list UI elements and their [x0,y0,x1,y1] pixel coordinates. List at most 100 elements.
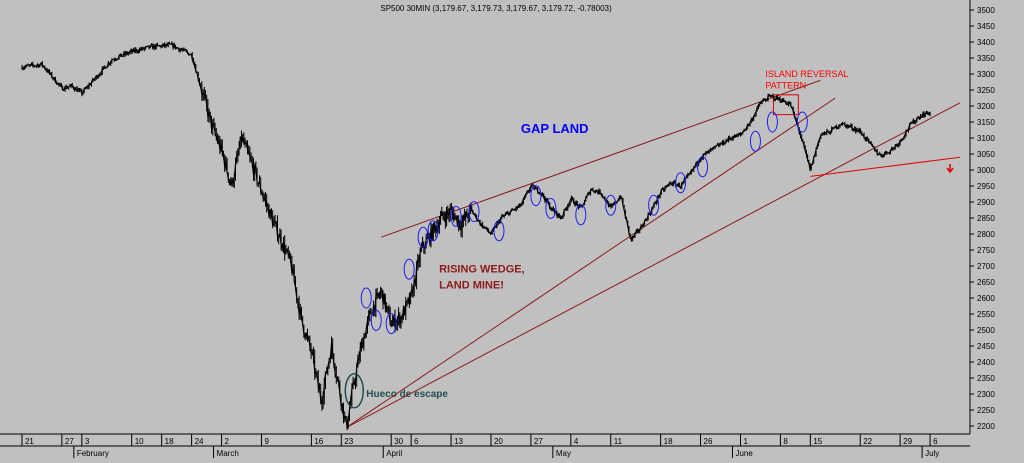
island-reversal-box [772,94,799,116]
y-tick-label: 3000 [977,166,995,175]
month-label: July [925,449,939,458]
y-tick-label: 2700 [977,262,995,271]
x-tick-label: 30 [394,437,403,446]
support-line [810,156,961,177]
month-label: March [217,449,239,458]
chart-annotation: LAND MINE! [439,279,504,291]
y-tick-label: 3350 [977,54,995,63]
x-tick-label: 29 [903,437,912,446]
x-tick-label: 10 [135,437,144,446]
chart-annotation: ISLAND REVERSAL [765,69,848,79]
x-tick-label: 18 [165,437,174,446]
x-tick-label: 6 [414,437,419,446]
y-tick-label: 2300 [977,390,995,399]
y-tick-label: 3300 [977,70,995,79]
gap-marker [766,111,778,133]
gap-marker [675,172,687,194]
x-tick-label: 15 [813,437,822,446]
x-axis: 21 27 3 10 18 24 2 9 16 23 30 6 13 20 27 4 11 18 26 1 8 15 22 2… [21,434,939,458]
y-axis: 2200 2250 2300 2350 2400 2450 2500 2550 2600 2650… [970,6,995,431]
gap-marker [530,185,542,207]
x-tick-label: 16 [314,437,323,446]
y-tick-label: 2600 [977,294,995,303]
x-tick-label: 18 [664,437,673,446]
x-tick-label: 8 [783,437,788,446]
x-tick-label: 2 [225,437,230,446]
gap-marker [697,156,709,178]
x-tick-label: 27 [65,437,74,446]
gap-marker [648,194,660,216]
month-label: May [556,449,571,458]
y-tick-label: 2750 [977,246,995,255]
chart-title: SP500 30MIN (3,179.67, 3,179.73, 3,179.6… [380,4,612,13]
chart-annotation: RISING WEDGE, [439,263,525,275]
y-tick-label: 3100 [977,134,995,143]
gap-marker [403,258,415,280]
y-tick-label: 2850 [977,214,995,223]
y-tick-label: 2250 [977,406,995,415]
gap-marker [749,130,761,152]
trendline [346,97,836,429]
y-tick-label: 2500 [977,326,995,335]
x-tick-label: 23 [344,437,353,446]
gap-marker [385,313,397,335]
gap-marker [427,220,439,242]
y-tick-label: 2350 [977,374,995,383]
gap-marker [575,204,587,226]
x-tick-label: 3 [85,437,90,446]
y-tick-label: 3500 [977,6,995,15]
x-tick-label: 24 [195,437,204,446]
down-arrow [946,164,954,174]
gap-marker [417,226,429,248]
trendline [346,102,961,429]
chart-annotation: Hueco de escape [366,389,448,400]
gap-marker [493,220,505,242]
y-tick-label: 2400 [977,358,995,367]
gap-marker [545,197,557,219]
x-tick-label: 6 [933,437,938,446]
y-tick-label: 2900 [977,198,995,207]
x-tick-label: 26 [704,437,713,446]
price-line [21,42,931,428]
y-tick-label: 3050 [977,150,995,159]
y-tick-label: 2650 [977,278,995,287]
x-tick-label: 1 [743,437,748,446]
y-tick-label: 2450 [977,342,995,351]
trendline-layer [346,79,961,429]
gap-marker [605,194,617,216]
gap-marker [360,287,372,309]
month-label: June [735,449,753,458]
x-tick-label: 11 [614,437,623,446]
y-tick-label: 3250 [977,86,995,95]
price-layer [21,41,931,431]
y-tick-label: 3450 [977,22,995,31]
y-tick-label: 2550 [977,310,995,319]
y-tick-label: 2200 [977,422,995,431]
x-tick-label: 27 [534,437,543,446]
annotation-layer: GAP LAND RISING WEDGE, LAND MINE! ISLAND RE… [366,69,848,400]
month-label: April [386,449,402,458]
y-tick-label: 2800 [977,230,995,239]
chart-annotation: PATTERN [765,80,806,90]
x-tick-label: 21 [25,437,34,446]
gap-marker [450,205,462,227]
y-tick-label: 3200 [977,102,995,111]
gap-marker [370,309,382,331]
x-tick-label: 4 [574,437,579,446]
gap-marker [796,111,808,133]
x-tick-label: 9 [264,437,269,446]
x-tick-label: 20 [494,437,503,446]
y-tick-label: 3400 [977,38,995,47]
gap-marker [468,201,480,223]
y-tick-label: 2950 [977,182,995,191]
trendline [381,79,821,238]
y-tick-label: 3150 [977,118,995,127]
gap-marker-layer [344,111,954,409]
x-tick-label: 22 [863,437,872,446]
x-tick-label: 13 [454,437,463,446]
escape-gap-marker [344,373,365,409]
chart-annotation: GAP LAND [521,121,589,136]
month-label: February [77,449,109,458]
